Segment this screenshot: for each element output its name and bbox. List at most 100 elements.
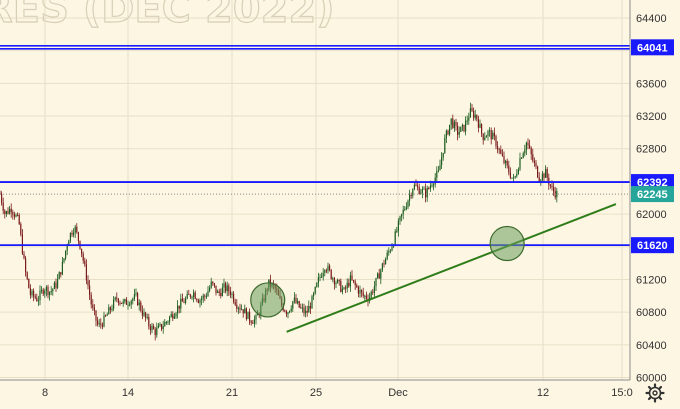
candle-body [58, 272, 60, 280]
candle-body [231, 293, 233, 295]
candle-body [410, 194, 412, 196]
candle-body [61, 261, 63, 275]
candle-body [468, 117, 470, 121]
candle-body [66, 245, 68, 251]
candle-body [469, 108, 471, 118]
candle-body [428, 187, 430, 189]
candle-body [129, 304, 131, 306]
candle-body [52, 288, 54, 292]
candle-body [143, 312, 145, 316]
candle-body [497, 146, 499, 150]
candle-body [319, 276, 321, 278]
candle-body [241, 309, 243, 311]
candle-body [465, 120, 467, 132]
candle-body [423, 188, 425, 190]
candle-body [77, 232, 79, 241]
circle-marker [489, 225, 525, 262]
candle-body [186, 293, 188, 299]
candle-body [4, 210, 6, 215]
y-tick-label: 60000 [636, 373, 667, 385]
candle-body [151, 325, 153, 331]
candle-body [425, 188, 427, 198]
candle-body [407, 200, 409, 208]
y-tick-label: 63600 [636, 78, 667, 90]
candle-body [170, 314, 172, 318]
candle-body [337, 279, 339, 283]
candle-body [314, 286, 316, 294]
candle-body [460, 126, 462, 132]
candle-body [177, 305, 179, 314]
candle-body [76, 226, 78, 233]
gear-icon[interactable] [645, 383, 665, 403]
candle-body [172, 314, 174, 319]
candle-body [415, 184, 417, 186]
candle-body [420, 192, 422, 194]
candle-body [132, 298, 134, 301]
candle-body [82, 253, 84, 261]
candle-body [521, 157, 523, 159]
candle-body [545, 169, 547, 178]
candle-body [137, 293, 139, 306]
time-axis[interactable]: 8 14 21 25 Dec 12 15:0 [42, 387, 633, 399]
candle-body [341, 288, 343, 292]
candle-body [98, 323, 100, 325]
y-tick-label: 61200 [636, 274, 667, 286]
candle-body [220, 292, 222, 297]
candle-body [253, 319, 255, 324]
candle-body [234, 301, 236, 305]
candle-body [343, 287, 345, 289]
candle-body [353, 279, 355, 282]
candle-body [204, 295, 206, 297]
candle-body [519, 158, 521, 170]
candle-body [183, 301, 185, 303]
candle-body [300, 307, 302, 309]
candle-body [413, 184, 415, 190]
candle-body [489, 130, 491, 132]
candle-body [490, 130, 492, 140]
candle-body [533, 160, 535, 163]
x-tick-label: 21 [226, 387, 238, 399]
candle-body [322, 272, 324, 277]
candle-body [36, 297, 38, 302]
candle-body [233, 293, 235, 302]
candle-body [439, 165, 441, 171]
candle-body [55, 282, 57, 288]
candle-body [501, 153, 503, 157]
candle-body [321, 276, 323, 278]
candle-body [370, 291, 372, 298]
candle-body [463, 124, 465, 132]
candle-body [471, 108, 473, 111]
candle-body [357, 287, 359, 294]
candle-body [242, 309, 244, 314]
candle-body [325, 270, 327, 272]
candle-body [37, 300, 39, 302]
candle-body [1, 193, 3, 203]
candle-body [383, 263, 385, 265]
candle-body [402, 209, 404, 215]
candle-body [375, 277, 377, 287]
candle-body [178, 305, 180, 309]
candle-body [457, 125, 459, 135]
grid-lines [0, 0, 630, 380]
candle-body [149, 326, 151, 331]
candle-body [301, 307, 303, 309]
candle-body [237, 307, 239, 309]
candle-body [330, 269, 332, 279]
candle-body [476, 114, 478, 120]
candle-body [26, 272, 28, 279]
candle-body [401, 214, 403, 217]
candle-body [505, 160, 507, 163]
candle-body [105, 315, 107, 317]
candle-body [215, 285, 217, 293]
watermark-symbol: RES (DEC 2022) [0, 0, 335, 32]
candle-body [5, 211, 7, 215]
candle-body [386, 252, 388, 259]
candle-body [210, 281, 212, 288]
candle-body [229, 291, 231, 295]
candle-body [65, 250, 67, 259]
candle-body [197, 300, 199, 303]
candle-body [140, 302, 142, 311]
candle-body [359, 290, 361, 294]
candle-body [541, 173, 543, 181]
